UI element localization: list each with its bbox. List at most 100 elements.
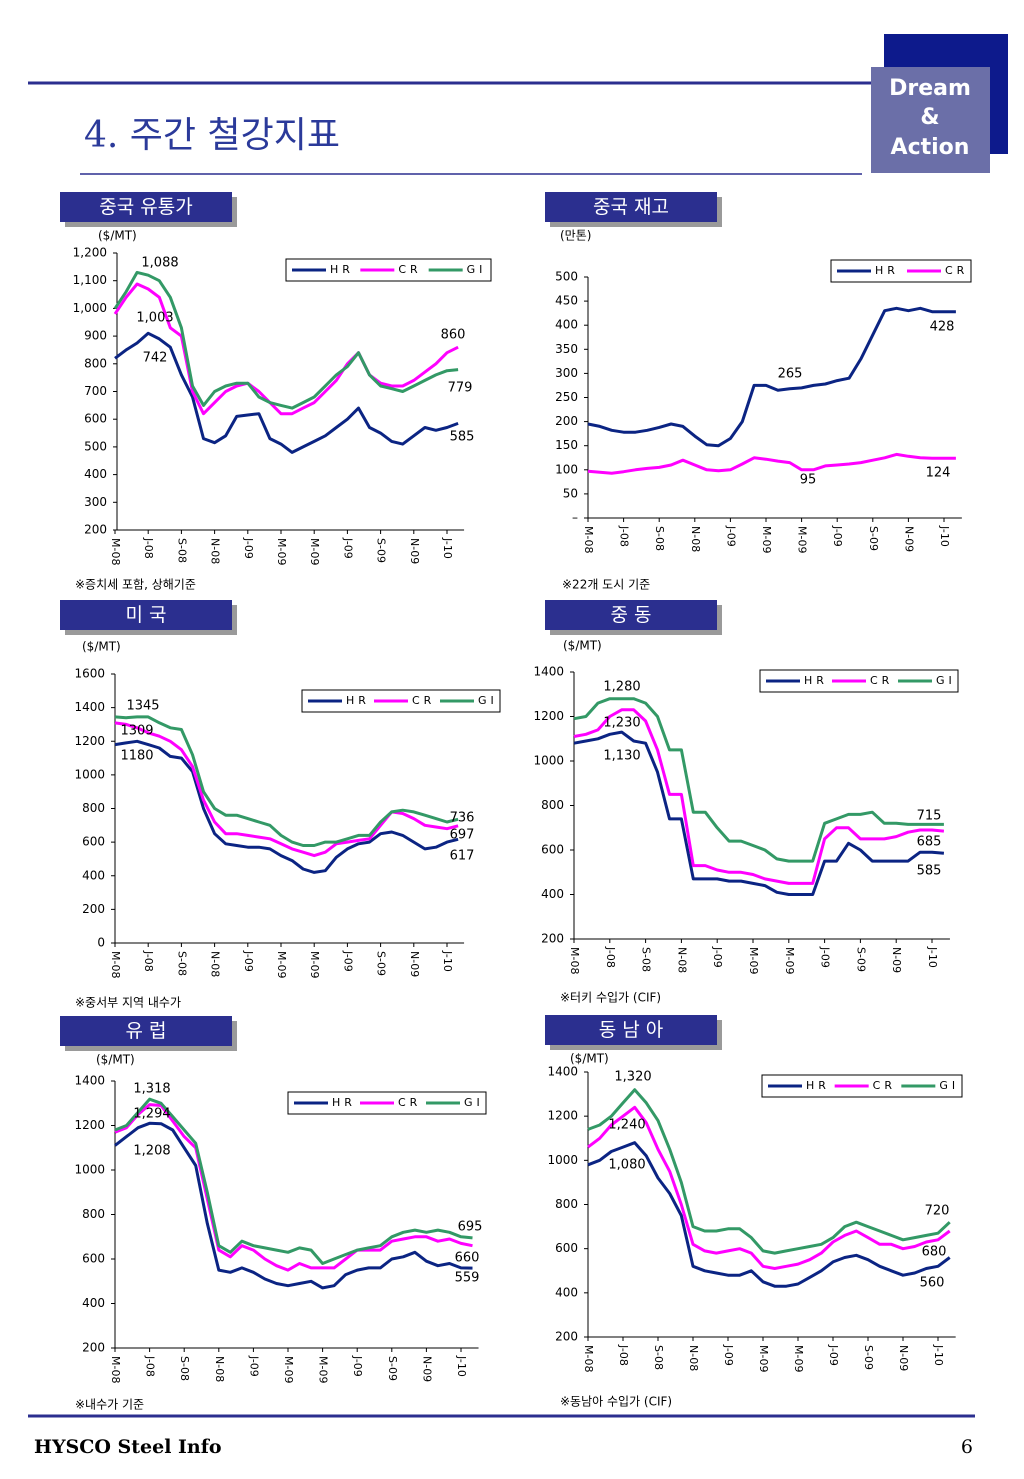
x-tick-label: J-09 — [341, 537, 354, 559]
legend-label: GI — [464, 1096, 484, 1109]
annotation: 779 — [448, 381, 473, 396]
y-tick-label: 450 — [555, 294, 578, 308]
series-line — [114, 1097, 473, 1265]
x-tick-label: M-08 — [109, 1356, 122, 1383]
y-tick-label: 1400 — [547, 1065, 578, 1079]
x-tick-label: J-09 — [724, 525, 737, 547]
x-tick-label: J-08 — [144, 1355, 157, 1377]
x-tick-label: J-09 — [711, 946, 724, 968]
annotation: 1,320 — [614, 1070, 651, 1085]
annotation: 720 — [925, 1204, 950, 1219]
x-tick-label: M-09 — [308, 951, 321, 978]
x-tick-label: N-09 — [890, 947, 903, 973]
series-line — [573, 697, 944, 863]
x-tick-label: S-09 — [862, 1345, 875, 1370]
y-tick-label: 1400 — [533, 665, 564, 679]
header-box — [60, 600, 232, 630]
x-tick-label: S-09 — [386, 1356, 399, 1381]
x-tick-label: M-09 — [308, 538, 321, 565]
x-tick-label: M-08 — [582, 526, 595, 553]
legend-label: HR — [332, 1096, 356, 1109]
series-line — [587, 452, 956, 475]
x-tick-label: J-08 — [618, 525, 631, 547]
x-tick-label: N-09 — [408, 951, 421, 977]
header-box — [60, 1016, 232, 1046]
note: ※내수가 기준 — [75, 1398, 144, 1412]
header-box — [545, 1015, 717, 1045]
legend-label: HR — [804, 674, 828, 687]
annotation: 1,230 — [603, 716, 640, 731]
series-line — [573, 708, 945, 885]
y-tick-label: 200 — [555, 1330, 578, 1344]
x-tick-label: J-09 — [242, 950, 255, 972]
annotation: 715 — [917, 809, 942, 824]
annotation: 585 — [450, 430, 475, 445]
y-tick-label: – — [572, 511, 578, 525]
series-line — [114, 331, 459, 454]
legend-label: GI — [478, 694, 498, 707]
x-tick-label: M-08 — [109, 951, 122, 978]
annotation: 660 — [455, 1251, 480, 1266]
y-tick-label: 1,000 — [73, 301, 107, 315]
chart-title: 동 남 아 — [599, 1019, 664, 1041]
series-line — [114, 715, 459, 847]
x-tick-label: J-08 — [142, 950, 155, 972]
x-tick-label: J-08 — [617, 1344, 630, 1366]
y-tick-label: 400 — [82, 868, 105, 882]
x-tick-label: S-08 — [175, 951, 188, 976]
y-tick-label: 600 — [82, 1252, 105, 1266]
legend-label: CR — [873, 1079, 896, 1092]
legend-label: CR — [945, 264, 968, 277]
chart-title: 미 국 — [126, 604, 167, 626]
header-box — [60, 192, 232, 222]
series-line — [114, 1103, 473, 1272]
x-tick-label: S-08 — [640, 947, 653, 972]
y-tick-label: 1400 — [74, 1074, 105, 1088]
annotation: 560 — [920, 1276, 945, 1291]
series-line — [587, 1105, 951, 1270]
y-tick-label: 1000 — [533, 754, 564, 768]
y-tick-label: 400 — [541, 887, 564, 901]
y-tick-label: 1200 — [547, 1109, 578, 1123]
y-tick-label: 50 — [563, 486, 578, 500]
x-tick-label: J-10 — [441, 950, 454, 972]
y-tick-label: 900 — [84, 329, 107, 343]
x-tick-label: M-09 — [760, 526, 773, 553]
y-tick-label: 800 — [84, 356, 107, 370]
annotation: 1,208 — [133, 1144, 170, 1159]
annotation: 695 — [458, 1220, 483, 1235]
annotation: 680 — [922, 1245, 947, 1260]
x-tick-label: N-09 — [420, 1356, 433, 1382]
x-tick-label: N-08 — [209, 951, 222, 977]
x-tick-label: J-09 — [247, 1355, 260, 1377]
y-tick-label: 600 — [82, 835, 105, 849]
y-tick-label: 1600 — [74, 667, 105, 681]
y-tick-label: 100 — [555, 462, 578, 476]
annotation: 1,080 — [608, 1158, 645, 1173]
annotation: 1,240 — [608, 1118, 645, 1133]
y-tick-label: 200 — [82, 902, 105, 916]
x-tick-label: M-09 — [796, 526, 809, 553]
annotation: 1,003 — [136, 311, 173, 326]
annotation: 265 — [778, 367, 803, 382]
y-tick-label: 700 — [84, 384, 107, 398]
annotation: 1,088 — [141, 256, 178, 271]
x-tick-label: J-09 — [831, 525, 844, 547]
y-tick-label: 600 — [84, 412, 107, 426]
unit-label: ($/MT) — [570, 1052, 609, 1066]
annotation: 685 — [917, 835, 942, 850]
annotation: 428 — [930, 320, 955, 335]
x-tick-label: M-09 — [317, 1356, 330, 1383]
annotation: 1345 — [126, 699, 159, 714]
y-tick-label: 1000 — [74, 767, 105, 781]
x-tick-label: M-08 — [582, 1345, 595, 1372]
x-tick-label: M-09 — [783, 947, 796, 974]
x-tick-label: S-09 — [375, 951, 388, 976]
footer-left: HYSCO Steel Info — [34, 1436, 222, 1458]
x-tick-label: J-10 — [455, 1355, 468, 1377]
x-tick-label: N-08 — [687, 1345, 700, 1371]
chart-title: 유 럽 — [126, 1020, 167, 1042]
y-tick-label: 500 — [555, 270, 578, 284]
series-line — [113, 270, 459, 410]
